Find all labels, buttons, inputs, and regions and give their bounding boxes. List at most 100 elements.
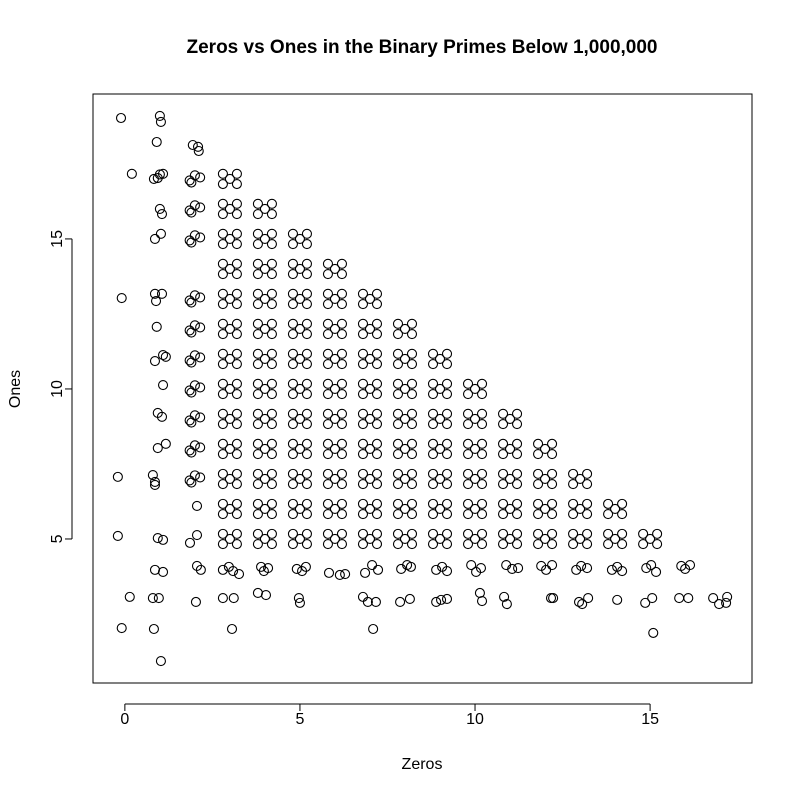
point xyxy=(252,208,263,220)
point xyxy=(184,475,195,486)
point xyxy=(155,656,166,667)
point xyxy=(511,449,523,460)
point xyxy=(287,298,298,310)
point xyxy=(259,263,270,274)
point xyxy=(399,443,411,455)
point xyxy=(217,479,228,490)
point xyxy=(224,503,235,515)
point xyxy=(301,419,312,430)
point xyxy=(231,238,242,250)
point xyxy=(441,389,453,400)
point xyxy=(364,473,376,485)
point xyxy=(217,509,228,520)
point xyxy=(547,468,558,479)
point xyxy=(287,328,298,340)
point xyxy=(287,528,298,539)
y-tick-label: 15 xyxy=(49,230,66,248)
point xyxy=(497,468,509,479)
point xyxy=(406,408,418,419)
point xyxy=(329,323,341,334)
point xyxy=(252,298,263,310)
point xyxy=(651,566,662,578)
point xyxy=(357,449,369,460)
point xyxy=(371,298,383,310)
point xyxy=(399,323,411,334)
point xyxy=(399,473,411,485)
point xyxy=(329,263,341,274)
point xyxy=(329,533,341,545)
point xyxy=(301,238,312,250)
point xyxy=(186,297,197,308)
point xyxy=(301,298,312,310)
point xyxy=(577,599,588,610)
point xyxy=(294,597,305,608)
point xyxy=(499,591,510,602)
point xyxy=(441,438,453,449)
point xyxy=(157,379,169,391)
point xyxy=(287,468,298,479)
point xyxy=(406,509,418,520)
point xyxy=(511,479,523,490)
point xyxy=(322,328,334,340)
point xyxy=(322,498,334,509)
point xyxy=(155,228,166,239)
point xyxy=(287,438,298,449)
point xyxy=(645,533,656,545)
point xyxy=(266,509,277,520)
point xyxy=(195,382,206,393)
point xyxy=(259,473,270,485)
point xyxy=(582,563,593,574)
point xyxy=(322,408,334,419)
point xyxy=(357,378,369,389)
point xyxy=(399,533,411,545)
point xyxy=(708,593,719,604)
point xyxy=(217,449,228,460)
point xyxy=(322,358,334,370)
point xyxy=(156,208,168,220)
point xyxy=(466,560,477,571)
point xyxy=(497,419,509,430)
point xyxy=(266,378,277,389)
point xyxy=(186,357,197,368)
point xyxy=(476,449,488,460)
point xyxy=(504,503,516,515)
point xyxy=(476,528,488,539)
point xyxy=(322,479,334,490)
point xyxy=(231,468,242,479)
point xyxy=(217,378,228,389)
point xyxy=(192,141,204,152)
point xyxy=(441,348,453,359)
point xyxy=(217,498,228,509)
point xyxy=(329,383,341,395)
point xyxy=(300,561,311,572)
point xyxy=(224,263,235,274)
point xyxy=(513,563,524,574)
point xyxy=(301,528,312,539)
point xyxy=(364,383,376,395)
point xyxy=(266,358,277,370)
point xyxy=(217,438,228,449)
point xyxy=(392,408,404,419)
point xyxy=(252,348,263,359)
point xyxy=(714,599,725,610)
point xyxy=(357,389,369,400)
point xyxy=(497,449,509,460)
point xyxy=(149,355,161,367)
point xyxy=(462,528,474,539)
point xyxy=(301,378,312,389)
point xyxy=(322,288,334,299)
point xyxy=(427,408,439,419)
point xyxy=(252,288,263,299)
point xyxy=(184,175,195,186)
point xyxy=(231,528,242,539)
point xyxy=(582,528,593,539)
point xyxy=(266,528,277,539)
point xyxy=(406,528,418,539)
point xyxy=(266,449,277,460)
point xyxy=(504,473,516,485)
point xyxy=(323,567,335,578)
point xyxy=(364,353,376,364)
point xyxy=(266,479,277,490)
point xyxy=(301,539,312,550)
point xyxy=(231,258,242,269)
